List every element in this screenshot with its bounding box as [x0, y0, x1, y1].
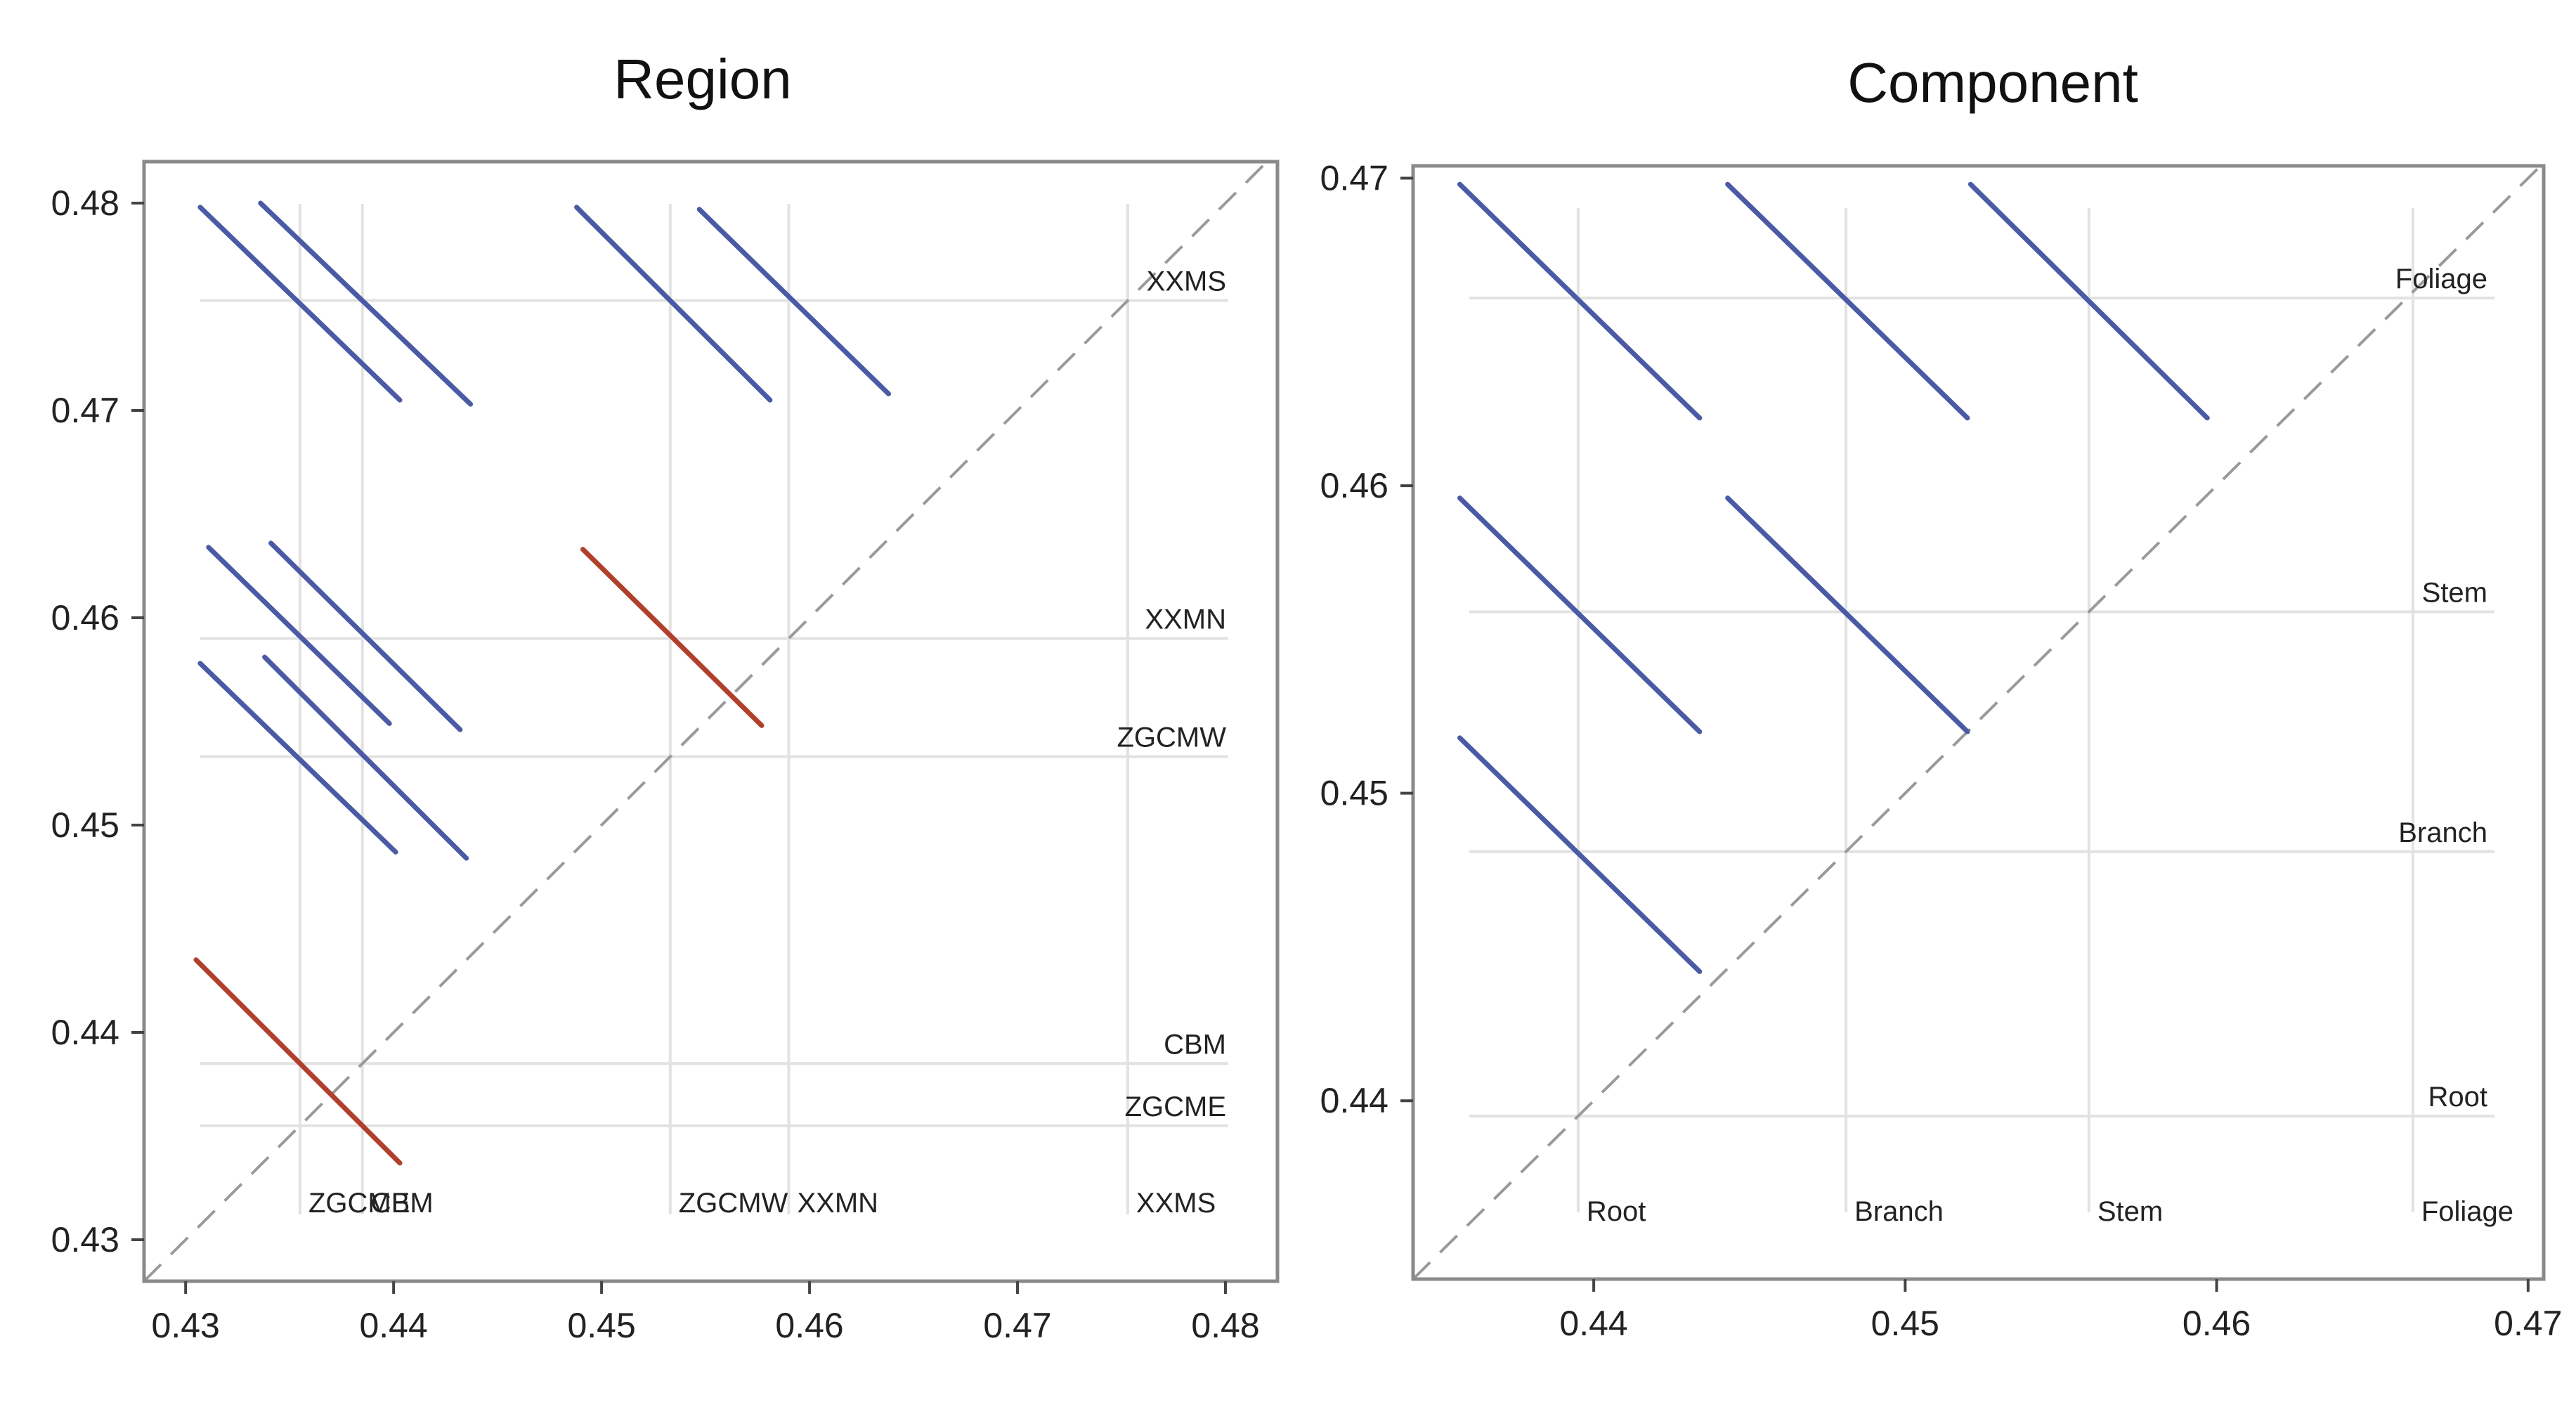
component-segment-5 — [1725, 495, 1970, 734]
region-x-tick-label: 0.44 — [359, 1306, 427, 1345]
component-panel: Component Root Branch Stem Foliage Root Branch… — [1320, 51, 2563, 1343]
component-segment-3 — [1967, 181, 2210, 421]
component-y-tick-label: 0.45 — [1320, 774, 1388, 813]
region-y-tick-label: 0.45 — [51, 805, 119, 845]
component-diagonal-line — [1412, 164, 2542, 1280]
component-row-label-foliage: Foliage — [2395, 264, 2487, 294]
component-x-tick-label: 0.46 — [2183, 1304, 2251, 1343]
component-row-label-root: Root — [2428, 1082, 2488, 1113]
region-segment-2 — [258, 200, 474, 407]
component-col-label-branch: Branch — [1854, 1196, 1944, 1227]
region-col-label-zgcmw: ZGCMW — [679, 1188, 788, 1219]
region-row-label-xxmn: XXMN — [1145, 604, 1226, 635]
region-col-label-cbm: CBM — [371, 1188, 434, 1219]
region-plot-frame — [142, 160, 1280, 1283]
component-segment-6 — [1457, 735, 1703, 974]
component-y-tick-label: 0.47 — [1320, 159, 1388, 198]
component-x-tick-label: 0.44 — [1559, 1304, 1627, 1343]
region-chart-title: Region — [613, 48, 792, 110]
region-y-tick-label: 0.43 — [51, 1220, 119, 1259]
component-y-tick-label: 0.46 — [1320, 466, 1388, 505]
component-chart-title: Component — [1847, 51, 2138, 114]
region-segment-1 — [197, 205, 403, 403]
region-segment-5 — [206, 545, 392, 726]
region-y-tick-label: 0.46 — [51, 598, 119, 637]
component-row-label-stem: Stem — [2422, 577, 2487, 608]
region-x-tick-label: 0.46 — [775, 1306, 843, 1345]
component-y-tick-label: 0.44 — [1320, 1081, 1388, 1120]
region-x-tick-label: 0.47 — [983, 1306, 1051, 1345]
region-segment-3 — [574, 205, 773, 403]
region-row-label-xxms: XXMS — [1147, 266, 1226, 297]
component-segment-1 — [1457, 181, 1703, 421]
region-row-label-cbm: CBM — [1164, 1029, 1226, 1060]
region-row-label-zgcmw: ZGCMW — [1117, 722, 1226, 753]
component-row-label-branch: Branch — [2398, 817, 2487, 848]
component-col-label-stem: Stem — [2097, 1196, 2163, 1227]
region-x-tick-label: 0.48 — [1191, 1306, 1259, 1345]
region-diagonal-line — [143, 160, 1268, 1283]
region-y-tick-label: 0.48 — [51, 183, 119, 223]
component-col-label-root: Root — [1587, 1196, 1646, 1227]
component-plot-frame — [1411, 164, 2546, 1281]
component-x-tick-label: 0.47 — [2494, 1304, 2562, 1343]
region-x-tick-label: 0.45 — [567, 1306, 635, 1345]
component-x-tick-label: 0.45 — [1871, 1304, 1939, 1343]
region-x-tick-label: 0.43 — [152, 1306, 220, 1345]
component-segment-4 — [1457, 495, 1703, 734]
region-segment-7 — [197, 661, 398, 855]
region-col-label-xxms: XXMS — [1136, 1188, 1216, 1219]
region-segment-9 — [580, 547, 765, 728]
component-segment-2 — [1725, 181, 1970, 421]
region-y-tick-label: 0.47 — [51, 391, 119, 430]
component-col-label-foliage: Foliage — [2421, 1196, 2513, 1227]
region-segment-10 — [193, 957, 403, 1166]
region-row-label-zgcme: ZGCME — [1125, 1091, 1226, 1122]
region-y-tick-label: 0.44 — [51, 1013, 119, 1052]
region-segment-8 — [262, 654, 469, 861]
region-col-label-xxmn: XXMN — [797, 1188, 878, 1219]
region-segment-4 — [696, 207, 892, 396]
region-segment-6 — [268, 540, 463, 732]
region-col-label-zgcme: ZGCME — [308, 1188, 410, 1219]
